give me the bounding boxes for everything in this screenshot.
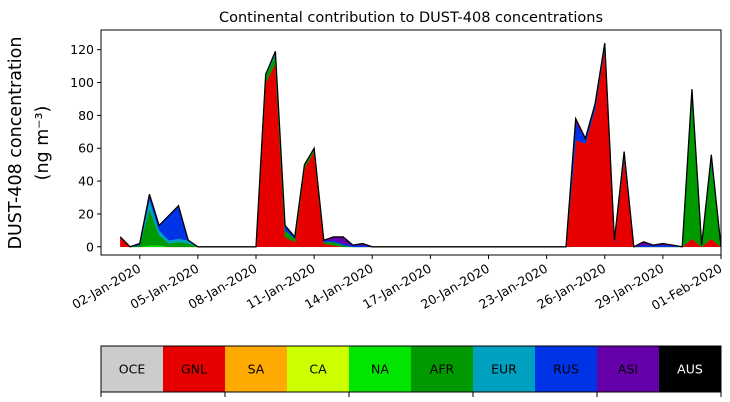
- y-axis-ticks: 0 20 40 60 80 100 120: [70, 42, 101, 254]
- axes-frame: [100, 29, 722, 256]
- plot-area: [119, 43, 722, 248]
- y-axis-unit-label: (ng m⁻³): [33, 106, 53, 181]
- legend-frame: [100, 345, 722, 393]
- legend-label-na: NA: [371, 362, 389, 377]
- legend-label-rus: RUS: [553, 362, 579, 377]
- legend-label-sa: SA: [248, 362, 265, 377]
- legend-swatch-aus: [659, 346, 722, 392]
- x-axis-ticks: 02-Jan-202005-Jan-202008-Jan-202011-Jan-…: [69, 255, 725, 313]
- y-tick-label: 20: [78, 206, 94, 221]
- total-outline: [119, 43, 722, 248]
- legend-label-aus: AUS: [677, 362, 703, 377]
- y-tick-label: 0: [86, 239, 94, 254]
- legend-swatch-afr: [411, 346, 474, 392]
- legend-label-eur: EUR: [491, 362, 517, 377]
- legend-swatch-na: [349, 346, 412, 392]
- legend-label-gnl: GNL: [181, 362, 207, 377]
- legend-label-asi: ASI: [618, 362, 638, 377]
- y-tick-label: 100: [70, 75, 94, 90]
- y-tick-label: 120: [70, 42, 94, 57]
- y-tick-label: 80: [78, 108, 94, 123]
- legend-swatch-asi: [597, 346, 660, 392]
- legend-swatch-eur: [473, 346, 536, 392]
- legend-swatch-rus: [535, 346, 598, 392]
- legend-colorbar: OCE GNL SA CA NA AFR EUR RUS ASI AUS: [100, 345, 722, 397]
- legend-label-ca: CA: [309, 362, 327, 377]
- legend-swatch-gnl: [163, 346, 226, 392]
- legend-swatch-oce: [101, 346, 164, 392]
- y-tick-label: 60: [78, 141, 94, 156]
- y-tick-label: 40: [78, 174, 94, 189]
- y-axis-label: DUST-408 concentration: [6, 37, 26, 250]
- legend-swatch-sa: [225, 346, 288, 392]
- legend-label-oce: OCE: [119, 362, 146, 377]
- legend-swatch-ca: [287, 346, 350, 392]
- legend-label-afr: AFR: [430, 362, 455, 377]
- chart-title: Continental contribution to DUST-408 con…: [219, 10, 603, 26]
